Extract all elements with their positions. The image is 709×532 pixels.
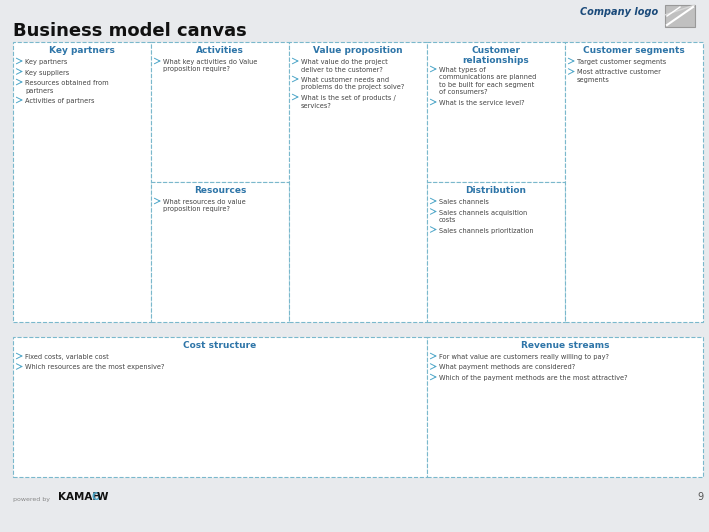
Text: What payment methods are considered?: What payment methods are considered? (439, 364, 575, 370)
Text: 9: 9 (697, 492, 703, 502)
FancyBboxPatch shape (427, 337, 703, 477)
FancyBboxPatch shape (565, 42, 703, 322)
Text: Key partners: Key partners (49, 46, 115, 55)
Text: What customer needs and
problems do the project solve?: What customer needs and problems do the … (301, 77, 404, 90)
Text: Sales channels: Sales channels (439, 199, 489, 205)
Text: For what value are customers really willing to pay?: For what value are customers really will… (439, 354, 609, 360)
FancyBboxPatch shape (289, 42, 427, 322)
Text: Distribution: Distribution (466, 186, 527, 195)
Text: What is the service level?: What is the service level? (439, 100, 525, 106)
Text: Activities of partners: Activities of partners (25, 98, 94, 104)
Text: Company logo: Company logo (580, 7, 658, 17)
Text: powered by: powered by (13, 497, 50, 502)
Text: Key partners: Key partners (25, 59, 67, 65)
Text: Which of the payment methods are the most attractive?: Which of the payment methods are the mos… (439, 375, 627, 381)
Text: W: W (97, 492, 108, 502)
FancyBboxPatch shape (151, 182, 289, 322)
Text: What resources do value
proposition require?: What resources do value proposition requ… (163, 199, 246, 212)
Text: What is the set of products /
services?: What is the set of products / services? (301, 95, 396, 109)
Text: Key suppliers: Key suppliers (25, 70, 69, 76)
Text: Revenue streams: Revenue streams (520, 341, 609, 350)
Text: What value do the project
deliver to the customer?: What value do the project deliver to the… (301, 59, 388, 72)
Text: Resources obtained from
partners: Resources obtained from partners (25, 80, 108, 94)
FancyBboxPatch shape (665, 5, 695, 27)
Text: Sales channels acquisition
costs: Sales channels acquisition costs (439, 210, 527, 223)
Text: Customer
relationships: Customer relationships (463, 46, 530, 65)
Text: Most attractive customer
segments: Most attractive customer segments (577, 70, 661, 83)
Text: Sales channels prioritization: Sales channels prioritization (439, 228, 534, 234)
Text: Which resources are the most expensive?: Which resources are the most expensive? (25, 364, 164, 370)
FancyBboxPatch shape (13, 42, 151, 322)
Text: KAMAF: KAMAF (58, 492, 99, 502)
Text: Target customer segments: Target customer segments (577, 59, 666, 65)
Text: Fixed costs, variable cost: Fixed costs, variable cost (25, 354, 108, 360)
FancyBboxPatch shape (427, 182, 565, 322)
Text: What types of
communications are planned
to be built for each segment
of consume: What types of communications are planned… (439, 67, 537, 96)
Polygon shape (665, 5, 695, 15)
FancyBboxPatch shape (151, 42, 289, 182)
Text: Cost structure: Cost structure (184, 341, 257, 350)
FancyBboxPatch shape (427, 42, 565, 182)
Text: Value proposition: Value proposition (313, 46, 403, 55)
Text: Business model canvas: Business model canvas (13, 22, 247, 40)
Text: What key activities do Value
proposition require?: What key activities do Value proposition… (163, 59, 257, 72)
Text: Customer segments: Customer segments (583, 46, 685, 55)
Text: Resources: Resources (194, 186, 246, 195)
Text: O: O (91, 492, 100, 502)
FancyBboxPatch shape (13, 337, 427, 477)
Text: Activities: Activities (196, 46, 244, 55)
